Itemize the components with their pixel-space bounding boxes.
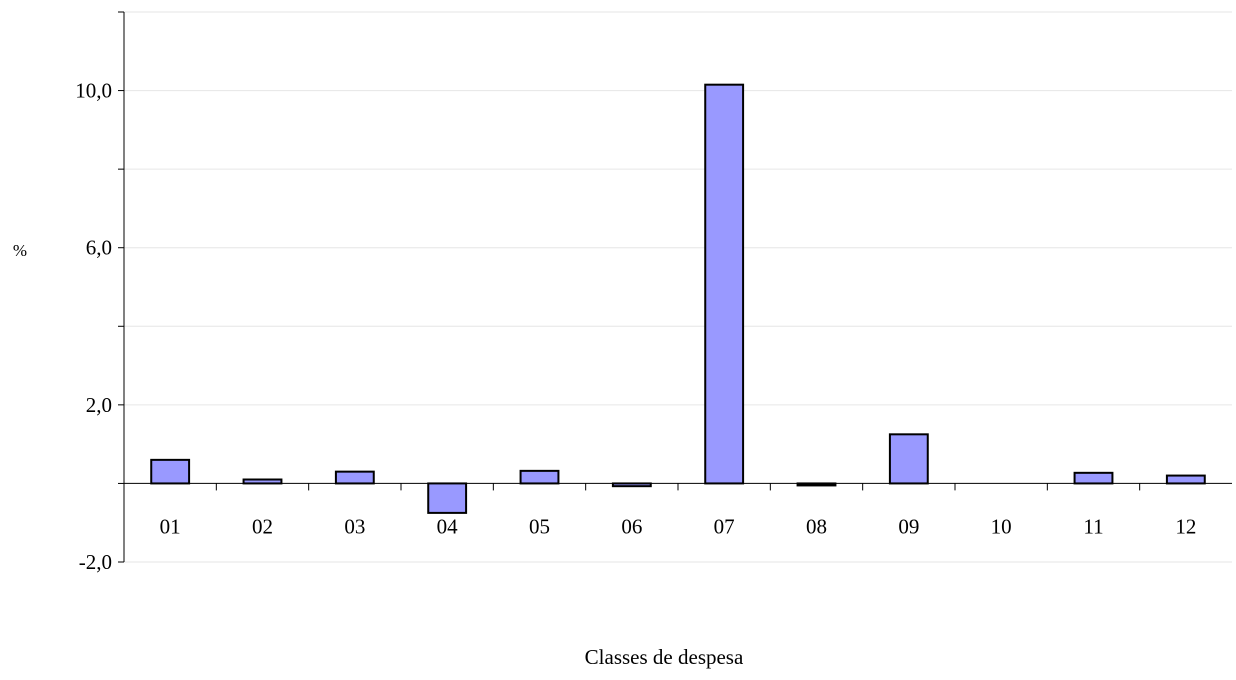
- x-tick-label: 10: [991, 514, 1012, 538]
- x-tick-label: 06: [621, 514, 642, 538]
- y-tick-label: 10,0: [75, 79, 112, 103]
- x-tick-label: 07: [714, 514, 735, 538]
- y-tick-label: -2,0: [79, 550, 112, 574]
- bar-03: [334, 470, 375, 485]
- bar-05: [519, 469, 560, 485]
- axes: [118, 11, 1232, 563]
- x-tick-label: 12: [1175, 514, 1196, 538]
- y-tick-labels: -2,0 2,0 6,0 10,0: [75, 79, 112, 574]
- x-tick-label: 09: [898, 514, 919, 538]
- x-tick-label: 08: [806, 514, 827, 538]
- x-tick-label: 01: [160, 514, 181, 538]
- x-tick-label: 02: [252, 514, 273, 538]
- gridlines: [124, 11, 1232, 563]
- bar-01: [150, 458, 191, 485]
- bar-09: [888, 433, 929, 485]
- bar-02: [242, 478, 283, 485]
- y-tick-label: 2,0: [86, 393, 112, 417]
- bar-11: [1073, 471, 1114, 485]
- x-tick-label: 05: [529, 514, 550, 538]
- x-axis-label: Classes de despesa: [585, 645, 744, 669]
- y-axis-label: %: [13, 241, 27, 260]
- bar-04: [427, 482, 468, 514]
- y-tick-label: 6,0: [86, 236, 112, 260]
- x-tick-label: 11: [1083, 514, 1103, 538]
- x-tick-label: 03: [344, 514, 365, 538]
- x-tick-labels: 01 02 03 04 05 06 07 08 09 10 11 12: [160, 514, 1197, 538]
- bar-12: [1165, 474, 1206, 485]
- bars: [150, 83, 1206, 514]
- x-tick-label: 04: [437, 514, 459, 538]
- bar-07: [704, 83, 745, 485]
